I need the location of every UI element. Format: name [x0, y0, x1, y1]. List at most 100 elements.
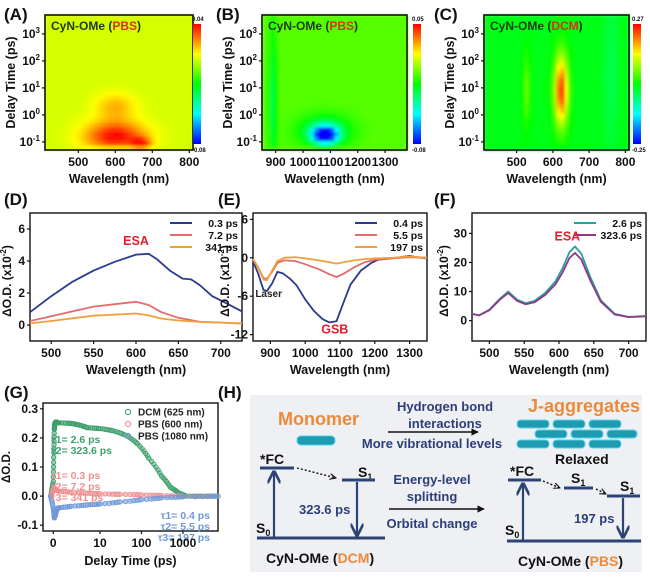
- heatmap-cell: [382, 145, 388, 151]
- heatmap-cell: [45, 55, 50, 61]
- heatmap-cell: [326, 96, 332, 102]
- heatmap-cell: [398, 100, 404, 106]
- heatmap-cell: [326, 145, 332, 151]
- heatmap-cell: [131, 73, 137, 79]
- heatmap-cell: [294, 24, 299, 30]
- heatmap-cell: [382, 42, 388, 48]
- heatmap-cell: [612, 19, 618, 25]
- heatmap-cell: [386, 82, 392, 88]
- heatmap-cell: [378, 141, 384, 147]
- heatmap-cell: [600, 82, 606, 88]
- heatmap-cell: [620, 55, 626, 61]
- heatmap-cell: [338, 118, 344, 124]
- heatmap-cell: [180, 96, 186, 102]
- heatmap-cell: [139, 145, 145, 151]
- heatmap-cell: [580, 73, 586, 79]
- heatmap-cell: [544, 132, 550, 138]
- heatmap-cell: [82, 141, 87, 147]
- heatmap-cell: [94, 100, 100, 106]
- heatmap-cell: [180, 118, 186, 124]
- heatmap-cell: [326, 73, 332, 79]
- heatmap-cell: [278, 46, 283, 52]
- heatmap-cell: [290, 136, 295, 142]
- heatmap-cell: [127, 91, 132, 97]
- heatmap-cell: [620, 127, 626, 133]
- heatmap-cell: [65, 60, 71, 66]
- y-tick-label: 100: [461, 107, 479, 122]
- heatmap-cell: [496, 24, 501, 30]
- colorbar-max-label: 0.04: [192, 17, 204, 23]
- tick-exponent: 3: [253, 26, 258, 35]
- heatmap-cell: [143, 46, 149, 52]
- heatmap-cell: [306, 19, 311, 25]
- data-point: [127, 491, 133, 498]
- heatmap-cell: [576, 19, 582, 25]
- heatmap-cell: [564, 19, 570, 25]
- heatmap-cell: [69, 64, 75, 70]
- heatmap-cell: [516, 123, 521, 129]
- heatmap-cell: [274, 141, 279, 147]
- heatmap-cell: [600, 46, 606, 52]
- series-line: [29, 252, 243, 313]
- heatmap-cell: [114, 24, 120, 30]
- data-point: [92, 425, 98, 431]
- heatmap-cell: [394, 100, 400, 106]
- data-point: [138, 496, 145, 503]
- heatmap-cell: [274, 123, 279, 129]
- heatmap-cell: [114, 91, 120, 97]
- data-point: [109, 427, 116, 434]
- heatmap-cell: [572, 82, 578, 88]
- heatmap-cell: [520, 46, 525, 52]
- heatmap-cell: [528, 123, 533, 129]
- heatmap-cell: [354, 19, 360, 25]
- heatmap-cell: [488, 91, 493, 97]
- heatmap-cell: [266, 87, 271, 93]
- heatmap-cell: [262, 69, 267, 75]
- heatmap-cell: [326, 78, 332, 84]
- heatmap-cell: [600, 136, 606, 142]
- heatmap-cell: [528, 37, 533, 43]
- heatmap-cell: [168, 145, 174, 151]
- heatmap-cell: [568, 19, 574, 25]
- heatmap-cell: [334, 118, 340, 124]
- heatmap-cell: [310, 19, 315, 25]
- heatmap-cell: [516, 82, 521, 88]
- heatmap-cell: [612, 78, 618, 84]
- heatmap-cell: [484, 24, 489, 30]
- heatmap-cell: [508, 87, 513, 93]
- heatmap-cell: [282, 64, 287, 70]
- heatmap-cell: [143, 91, 149, 97]
- heatmap-cell: [106, 100, 112, 106]
- heatmap-cell: [172, 100, 178, 106]
- heatmap-cell: [131, 132, 137, 138]
- heatmap-cell: [556, 64, 562, 70]
- heatmap-cell: [508, 145, 513, 151]
- heatmap-cell: [588, 127, 594, 133]
- heatmap-cell: [61, 64, 67, 70]
- y-tick-label: 101: [239, 80, 257, 95]
- heatmap-cell: [110, 78, 116, 84]
- y-axis-label: ΔO.D.: [1, 451, 13, 483]
- heatmap-cell: [73, 69, 79, 75]
- heatmap-cell: [572, 15, 578, 21]
- heatmap-cell: [496, 141, 501, 147]
- heatmap-cell: [135, 114, 141, 120]
- heatmap-cell: [520, 73, 525, 79]
- heatmap-cell: [61, 28, 67, 34]
- ylabel-sup: -2: [436, 249, 445, 257]
- heatmap-panel-b: CyN-OMe (PBS)900 1000 1100 1200 1300Waveleng…: [221, 14, 426, 186]
- fit-lifetime-label: τ1= 2.6 ps: [51, 434, 101, 446]
- heatmap-cell: [394, 28, 400, 34]
- heatmap-cell: [346, 19, 352, 25]
- heatmap-cell: [119, 82, 124, 88]
- heatmap-cell: [560, 82, 566, 88]
- heatmap-cell: [106, 33, 112, 39]
- heatmap-cell: [342, 123, 348, 129]
- heatmap-cell: [45, 141, 50, 147]
- heatmap-cell: [552, 145, 558, 151]
- heatmap-cell: [568, 15, 574, 21]
- heatmap-cell: [172, 118, 178, 124]
- heatmap-cell: [600, 114, 606, 120]
- heatmap-cell: [568, 145, 574, 151]
- heatmap-cell: [366, 46, 372, 52]
